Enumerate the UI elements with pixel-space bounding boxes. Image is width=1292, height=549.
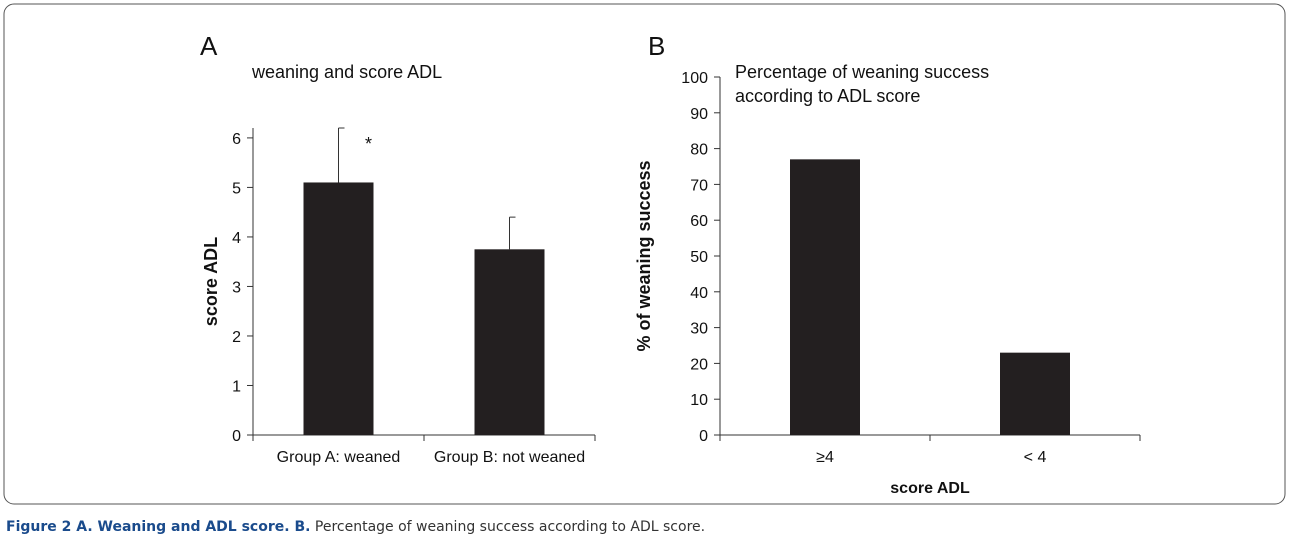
y-tick-label: 0 bbox=[232, 428, 241, 445]
panel-label: B bbox=[648, 31, 665, 61]
y-tick-label: 20 bbox=[690, 356, 708, 373]
figure-border bbox=[3, 3, 1286, 505]
caption-text: Percentage of weaning success according … bbox=[314, 519, 706, 535]
y-tick-label: 50 bbox=[690, 249, 708, 266]
y-tick-label: 1 bbox=[232, 378, 241, 395]
y-tick-label: 30 bbox=[690, 321, 708, 338]
annotation: * bbox=[365, 134, 372, 154]
x-tick-label: Group A: weaned bbox=[277, 449, 401, 466]
bar bbox=[303, 182, 374, 435]
y-tick-label: 90 bbox=[690, 106, 708, 123]
x-tick-label: ≥4 bbox=[816, 449, 834, 466]
bar bbox=[1000, 352, 1070, 435]
bar bbox=[790, 159, 860, 435]
y-tick-label: 0 bbox=[699, 428, 708, 445]
caption-bold: Figure 2 A. Weaning and ADL score. B. bbox=[6, 519, 311, 535]
y-axis-label: score ADL bbox=[201, 237, 221, 326]
panel-label: A bbox=[200, 31, 218, 61]
y-tick-label: 80 bbox=[690, 142, 708, 159]
y-tick-label: 2 bbox=[232, 329, 241, 346]
bar bbox=[474, 249, 545, 435]
y-tick-label: 3 bbox=[232, 279, 241, 296]
chart-title: Percentage of weaning success bbox=[735, 62, 989, 82]
chart-title: weaning and score ADL bbox=[251, 62, 442, 82]
y-tick-label: 40 bbox=[690, 285, 708, 302]
x-tick-label: Group B: not weaned bbox=[434, 449, 585, 466]
caption: Figure 2 A. Weaning and ADL score. B. Pe… bbox=[6, 519, 705, 535]
x-axis-label: score ADL bbox=[890, 480, 970, 497]
y-tick-label: 60 bbox=[690, 213, 708, 230]
y-axis-label: % of weaning success bbox=[634, 160, 654, 351]
chart-title: according to ADL score bbox=[735, 86, 920, 106]
y-tick-label: 70 bbox=[690, 177, 708, 194]
y-tick-label: 6 bbox=[232, 131, 241, 148]
y-tick-label: 10 bbox=[690, 392, 708, 409]
x-tick-label: < 4 bbox=[1024, 449, 1047, 466]
y-tick-label: 4 bbox=[232, 230, 241, 247]
y-tick-label: 100 bbox=[681, 70, 708, 87]
y-tick-label: 5 bbox=[232, 180, 241, 197]
